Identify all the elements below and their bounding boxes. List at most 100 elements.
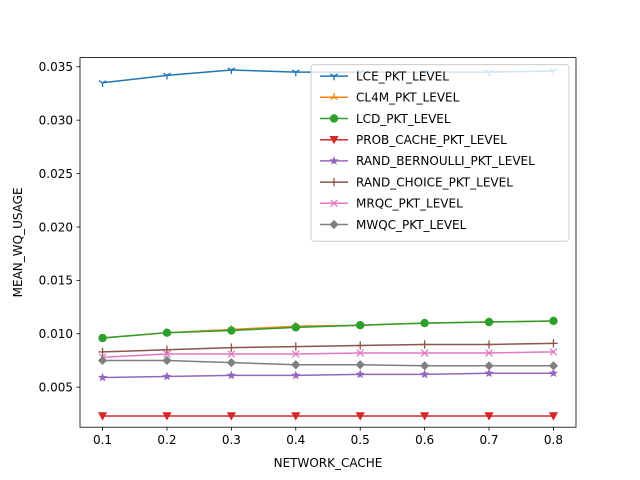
x-axis-label: NETWORK_CACHE <box>274 456 383 470</box>
data-point <box>227 343 236 352</box>
series-line <box>102 320 554 339</box>
y-tick-label: 0.005 <box>39 380 73 394</box>
data-point <box>548 368 559 378</box>
data-point <box>227 350 236 358</box>
data-point <box>291 360 301 370</box>
data-point <box>420 340 429 349</box>
data-point <box>356 341 365 350</box>
data-point <box>484 361 494 371</box>
series-lcd-pkt-level <box>98 316 558 343</box>
data-point <box>291 69 300 77</box>
legend-entry: MRQC_PKT_LEVEL <box>320 197 463 211</box>
legend-entry: LCD_PKT_LEVEL <box>320 112 451 126</box>
data-point <box>484 368 494 378</box>
data-point <box>97 412 108 421</box>
data-point <box>291 412 301 421</box>
legend-marker <box>330 73 338 81</box>
x-tick-label: 0.5 <box>351 433 370 447</box>
data-point <box>420 349 429 357</box>
data-point <box>226 370 236 380</box>
data-point <box>98 80 107 88</box>
data-point <box>548 412 559 421</box>
legend-box <box>310 64 570 242</box>
series-mwqc-pkt-level <box>97 355 559 371</box>
series-line <box>102 342 554 353</box>
y-tick-label: 0.025 <box>39 167 73 181</box>
legend-marker <box>330 199 338 208</box>
data-point <box>484 317 494 327</box>
data-point <box>356 349 365 357</box>
y-tick-label: 0.015 <box>39 274 73 288</box>
data-point <box>484 412 494 421</box>
data-point <box>420 361 430 371</box>
data-point <box>227 67 236 75</box>
data-point <box>355 412 365 421</box>
data-point <box>549 316 558 326</box>
legend-entry: PROB_CACHE_PKT_LEVEL <box>320 133 507 147</box>
data-point <box>485 349 493 357</box>
data-point <box>98 347 107 357</box>
x-tick-label: 0.6 <box>415 433 434 447</box>
data-point <box>163 350 171 358</box>
y-axis-label: MEAN_WQ_USAGE <box>11 187 25 297</box>
data-point <box>162 345 172 354</box>
data-point <box>484 340 494 349</box>
data-point <box>98 333 107 343</box>
data-point <box>162 412 172 421</box>
y-tick-label: 0.020 <box>39 220 73 234</box>
legend-entry: CL4M_PKT_LEVEL <box>320 91 460 105</box>
data-point <box>420 412 430 421</box>
data-point <box>97 355 108 366</box>
series-rand-choice-pkt-level <box>98 339 558 357</box>
legend-label: CL4M_PKT_LEVEL <box>356 91 460 105</box>
legend-label: MRQC_PKT_LEVEL <box>356 197 463 211</box>
data-point <box>420 369 430 379</box>
data-point <box>291 342 300 351</box>
y-tick-label: 0.035 <box>39 60 73 74</box>
plot-frame <box>79 57 577 428</box>
data-point <box>162 371 172 381</box>
legend-entry: RAND_BERNOULLI_PKT_LEVEL <box>320 154 535 168</box>
data-point <box>355 369 365 379</box>
series-prob-cache-pkt-level <box>97 412 559 421</box>
series-rand-bernoulli-pkt-level <box>97 368 559 382</box>
legend-marker <box>330 93 338 100</box>
legend-marker <box>329 219 339 230</box>
y-axis: 0.005 0.010 0.015 0.020 0.025 0.030 0.035 <box>39 60 80 394</box>
data-point <box>162 328 172 337</box>
legend-label: RAND_BERNOULLI_PKT_LEVEL <box>356 154 535 168</box>
series-line <box>102 372 554 379</box>
x-tick-label: 0.4 <box>286 433 305 447</box>
data-point <box>97 372 108 382</box>
legend-marker <box>329 156 339 165</box>
legend-entry: LCE_PKT_LEVEL <box>320 69 449 83</box>
data-point <box>162 355 172 366</box>
data-point <box>356 321 365 330</box>
legend-entry: MWQC_PKT_LEVEL <box>320 218 467 232</box>
x-tick-label: 0.7 <box>479 433 498 447</box>
series-mrqc-pkt-level <box>98 348 558 362</box>
x-axis: 0.1 0.2 0.3 0.4 0.5 0.6 0.7 0.8 <box>93 427 563 447</box>
legend-entry: RAND_CHOICE_PKT_LEVEL <box>320 175 513 189</box>
legend-label: LCE_PKT_LEVEL <box>356 69 449 83</box>
x-tick-label: 0.3 <box>222 433 241 447</box>
legend-label: MWQC_PKT_LEVEL <box>356 218 467 232</box>
x-tick-label: 0.2 <box>157 433 176 447</box>
data-point <box>162 72 171 80</box>
series-line <box>102 359 554 367</box>
legend-marker <box>329 114 339 123</box>
data-point <box>420 318 429 328</box>
data-point <box>291 370 301 380</box>
y-tick-label: 0.030 <box>39 113 73 127</box>
series-line <box>102 351 554 358</box>
data-point <box>355 360 365 370</box>
y-tick-label: 0.010 <box>39 327 73 341</box>
data-point <box>549 339 558 348</box>
legend-label: LCD_PKT_LEVEL <box>356 112 451 126</box>
data-point <box>291 323 300 332</box>
data-point <box>291 350 300 358</box>
data-point <box>226 412 236 421</box>
legend: LCE_PKT_LEVEL CL4M_PKT_LEVEL LCD_PKT_LEVEL… <box>310 64 570 242</box>
data-point <box>227 326 236 335</box>
